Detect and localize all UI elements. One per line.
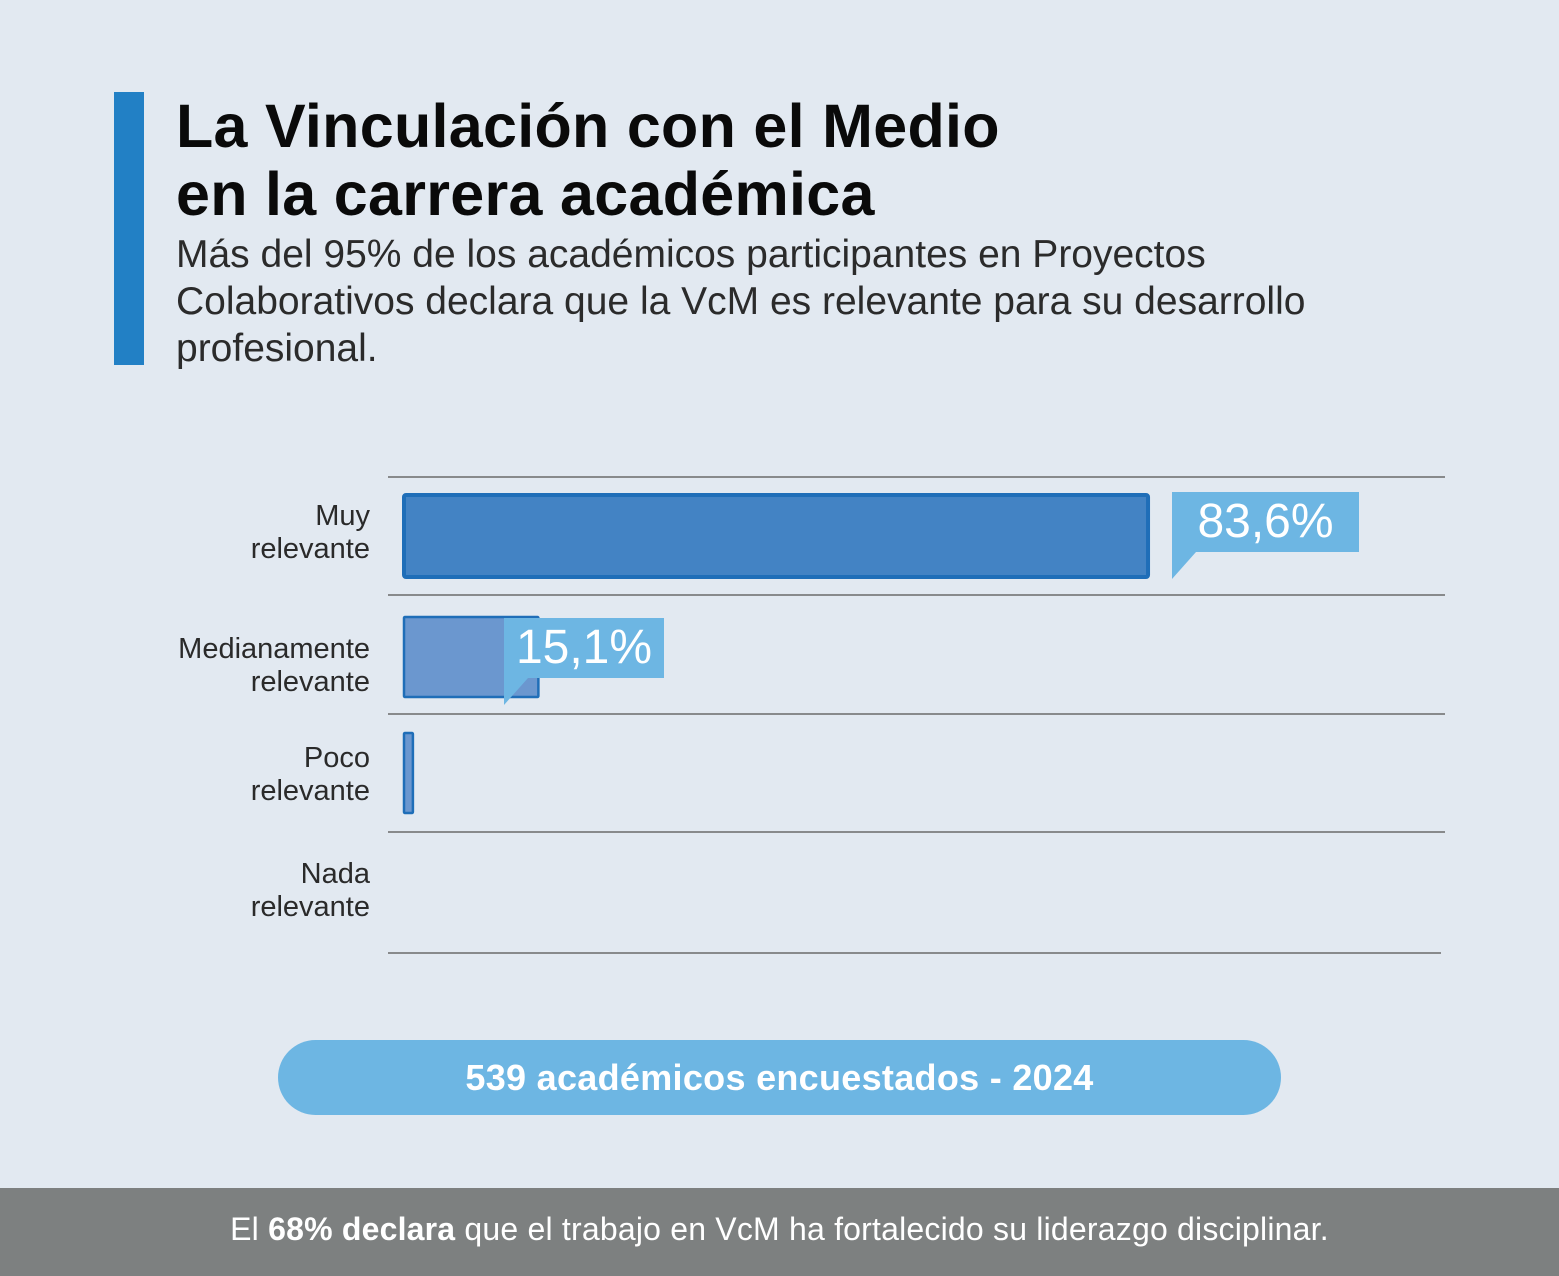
category-label-line: relevante [250, 891, 370, 923]
title-line-2: en la carrera académica [176, 160, 875, 228]
title-line-1: La Vinculación con el Medio [176, 92, 1000, 160]
value-label-medianamente-relevante: 15,1% [504, 618, 664, 705]
category-label-line: Muy [315, 500, 370, 532]
category-label-poco-relevante: Poco relevante [30, 742, 370, 808]
category-label-line: Nada [300, 858, 370, 890]
category-label-line: relevante [250, 666, 370, 698]
title-accent-bar [114, 92, 144, 365]
footer-text-prefix: El [230, 1211, 269, 1247]
category-label-muy-relevante: Muy relevante [30, 500, 370, 566]
page-title: La Vinculación con el Medio en la carrer… [176, 92, 1000, 228]
category-label-nada-relevante: Nada relevante [30, 858, 370, 924]
page-subtitle: Más del 95% de los académicos participan… [176, 233, 1306, 370]
bar-muy-relevante [402, 493, 1151, 579]
bar-chart-canvas [388, 476, 1445, 954]
sample-size-badge: 539 académicos encuestados - 2024 [278, 1040, 1281, 1115]
category-label-line: Medianamente [178, 633, 370, 665]
footer-text-suffix: que el trabajo en VcM ha fortalecido su … [455, 1211, 1329, 1247]
category-label-line: relevante [250, 533, 370, 565]
value-label-muy-relevante: 83,6% [1172, 492, 1359, 579]
footer-highlight: 68% declara [268, 1211, 456, 1247]
category-label-line: relevante [250, 775, 370, 807]
category-label-medianamente-relevante: Medianamente relevante [30, 633, 370, 699]
bar-chart: Muy relevante Medianamente relevante Poc… [30, 476, 1445, 954]
category-label-line: Poco [303, 742, 370, 774]
footer-banner: El 68% declara que el trabajo en VcM ha … [0, 1188, 1559, 1276]
bar-poco-relevante [402, 731, 415, 815]
